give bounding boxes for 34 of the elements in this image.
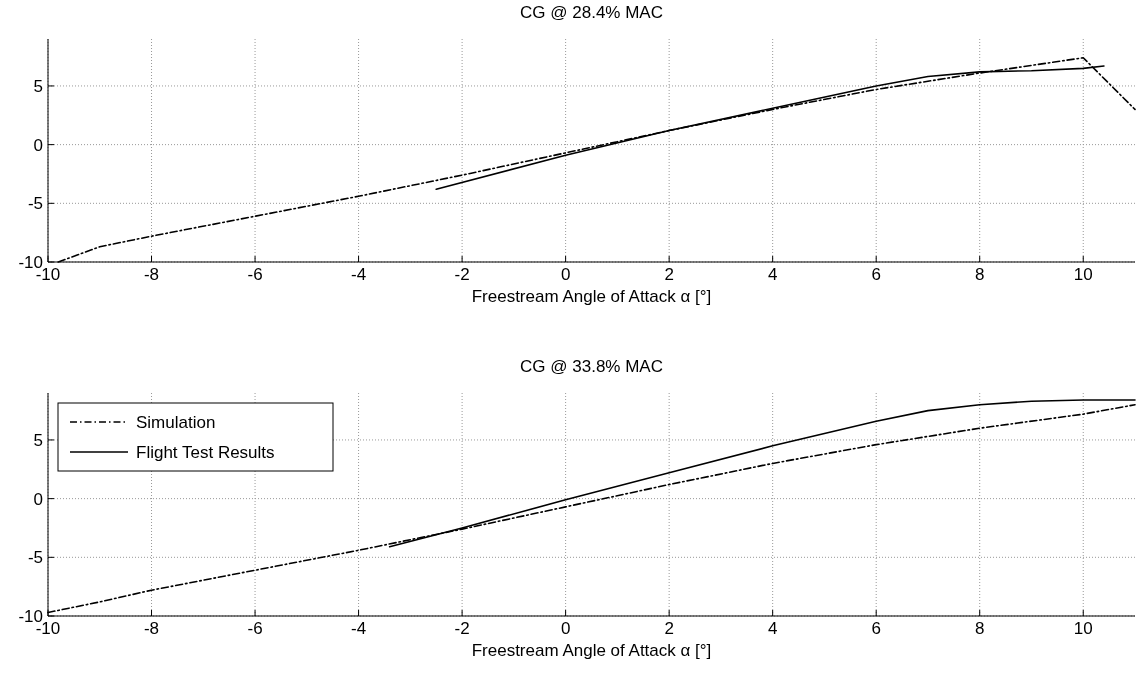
- line-series: [57, 56, 1136, 263]
- x-tick-label: 4: [767, 265, 778, 284]
- x-tick-label: -6: [247, 265, 263, 284]
- x-tick-label: 6: [871, 619, 881, 638]
- x-tick-label: -2: [454, 619, 470, 638]
- x-tick-label: 0: [560, 619, 571, 638]
- x-axis-title: Freestream Angle of Attack α [°]: [471, 287, 712, 306]
- chart-title: CG @ 28.4% MAC: [520, 3, 663, 22]
- x-tick-label: 6: [871, 265, 881, 284]
- chart-title: CG @ 33.8% MAC: [520, 357, 663, 376]
- y-tick-label: -5: [27, 194, 43, 214]
- x-tick-label: 10: [1073, 619, 1093, 638]
- line-series: [435, 65, 1105, 191]
- x-tick-label: 10: [1073, 265, 1093, 284]
- y-tick-label: 5: [33, 430, 43, 450]
- x-tick-label: 2: [664, 265, 674, 284]
- x-tick-label: -4: [351, 619, 367, 638]
- x-tick-label: -4: [351, 265, 367, 284]
- x-tick-label: -8: [143, 619, 160, 638]
- y-tick-label: 0: [33, 489, 43, 509]
- x-tick-label: 2: [664, 619, 674, 638]
- x-axis-title: Freestream Angle of Attack α [°]: [471, 641, 712, 660]
- y-tick-label: 0: [33, 135, 43, 155]
- x-tick-label: 0: [560, 265, 571, 284]
- x-tick-label: -6: [247, 619, 263, 638]
- x-tick-label: 8: [974, 265, 985, 284]
- x-tick-label: -8: [143, 265, 160, 284]
- y-tick-label: 5: [33, 76, 43, 96]
- y-tick-label: -5: [27, 548, 43, 568]
- legend-label: Simulation: [136, 413, 216, 432]
- x-tick-label: -2: [454, 265, 470, 284]
- x-tick-label: 4: [767, 619, 778, 638]
- x-tick-label: 8: [974, 619, 985, 638]
- legend-label: Flight Test Results: [136, 443, 275, 462]
